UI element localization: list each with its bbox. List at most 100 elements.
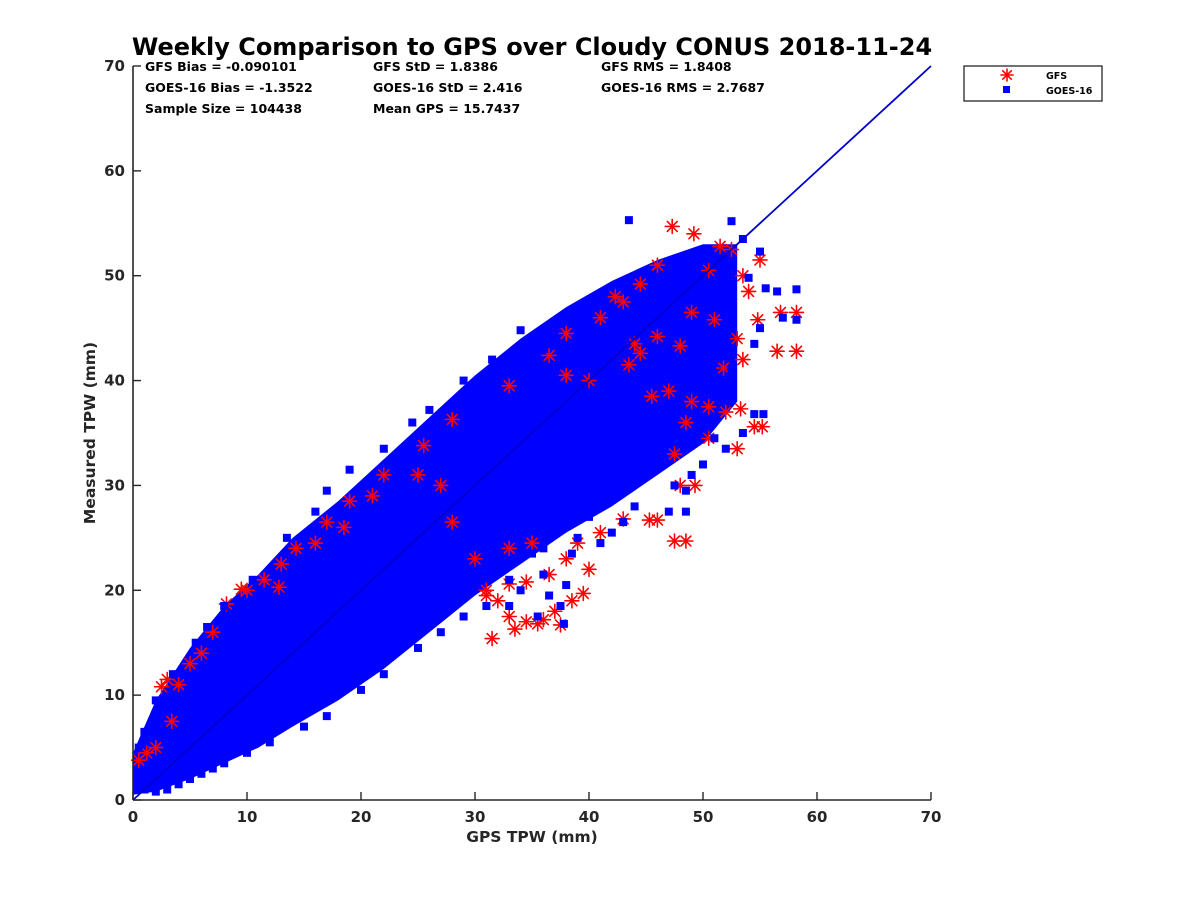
goes16-point	[607, 528, 616, 537]
goes16-point	[151, 787, 160, 796]
gfs-point	[170, 676, 187, 693]
gfs-point	[432, 477, 449, 494]
goes16-point	[168, 670, 177, 679]
x-tick-label: 10	[237, 808, 258, 826]
gfs-point	[410, 467, 426, 483]
goes16-point	[721, 444, 730, 453]
legend-goes-marker-icon	[1003, 86, 1010, 93]
goes16-point	[596, 539, 605, 548]
goes16-point	[613, 313, 622, 322]
x-tick-label: 40	[579, 808, 600, 826]
goes16-point	[664, 271, 673, 280]
stat-gfs-rms: GFS RMS = 1.8408	[601, 59, 732, 74]
gfs-point	[729, 440, 746, 457]
gfs-point	[678, 533, 694, 549]
goes16-point	[248, 575, 257, 584]
goes16-point	[505, 575, 514, 584]
goes16-point	[759, 410, 768, 419]
goes16-point	[140, 727, 149, 736]
x-tick-label: 60	[807, 808, 828, 826]
gfs-point	[683, 393, 700, 410]
gfs-point	[683, 304, 700, 321]
gfs-point	[484, 630, 500, 647]
dense-data-cloud	[133, 244, 738, 795]
gfs-point	[507, 621, 523, 637]
gfs-point	[649, 257, 666, 274]
goes16-point	[482, 602, 491, 611]
gfs-point	[558, 325, 575, 342]
gfs-point	[558, 367, 575, 384]
goes16-point	[727, 217, 736, 226]
gfs-point	[564, 592, 580, 609]
gfs-point	[415, 437, 432, 454]
gfs-point	[788, 343, 805, 360]
goes16-point	[379, 670, 388, 679]
goes16-point	[727, 381, 736, 390]
goes16-point	[545, 591, 554, 600]
gfs-point	[664, 218, 681, 235]
gfs-point	[649, 328, 666, 345]
goes16-point	[516, 586, 525, 595]
gfs-point	[687, 477, 703, 494]
goes16-point	[792, 315, 801, 324]
gfs-point	[660, 383, 677, 399]
gfs-point	[193, 645, 210, 662]
gfs-point	[271, 579, 287, 595]
gfs-point	[735, 351, 751, 368]
goes16-point	[710, 434, 719, 443]
goes16-point	[151, 696, 160, 705]
gfs-point	[672, 338, 689, 354]
goes16-point	[459, 376, 468, 385]
gfs-point	[524, 535, 540, 551]
goes16-point	[744, 273, 753, 282]
gfs-point	[769, 343, 785, 360]
gfs-point	[706, 311, 723, 328]
goes16-point	[738, 429, 747, 437]
gfs-point	[740, 283, 757, 300]
goes16-point	[425, 405, 434, 414]
gfs-point	[148, 739, 164, 756]
gfs-point	[364, 488, 381, 504]
y-tick-label: 30	[104, 476, 125, 494]
y-tick-label: 60	[104, 162, 125, 180]
gfs-point	[581, 561, 597, 578]
goes16-point	[761, 284, 770, 293]
goes16-point	[699, 460, 707, 469]
goes16-point	[585, 481, 593, 490]
one-to-one-line	[132, 65, 932, 801]
gfs-point	[501, 540, 518, 557]
goes16-point	[681, 486, 690, 495]
goes16-point	[704, 250, 713, 259]
gfs-point	[444, 411, 461, 428]
goes16-point	[630, 502, 639, 511]
gfs-point	[546, 603, 563, 620]
gfs-point	[632, 276, 649, 292]
goes16-point	[664, 507, 673, 516]
goes16-point	[567, 549, 576, 558]
stat-goes-std: GOES-16 StD = 2.416	[373, 80, 523, 95]
goes16-point	[756, 247, 764, 256]
goes16-point	[493, 560, 502, 569]
gfs-point	[641, 512, 658, 528]
y-tick-label: 50	[104, 267, 125, 285]
goes16-point	[408, 418, 417, 427]
gfs-point	[307, 535, 324, 551]
goes16-point	[636, 397, 645, 406]
gfs-point	[273, 556, 290, 572]
chart-title: Weekly Comparison to GPS over Cloudy CON…	[132, 33, 932, 61]
goes16-point	[792, 285, 801, 294]
goes16-point	[699, 360, 707, 369]
goes16-point	[750, 339, 759, 348]
goes16-point	[265, 738, 274, 747]
gfs-point	[592, 309, 609, 326]
goes16-point	[345, 465, 354, 474]
goes16-point	[488, 355, 497, 364]
gfs-point	[256, 571, 272, 588]
goes16-point	[220, 759, 229, 768]
gfs-point	[717, 404, 734, 420]
goes16-point	[756, 324, 764, 333]
gfs-point	[336, 519, 352, 536]
goes16-point	[539, 345, 548, 354]
gfs-point	[182, 655, 198, 672]
goes16-point	[607, 455, 616, 464]
